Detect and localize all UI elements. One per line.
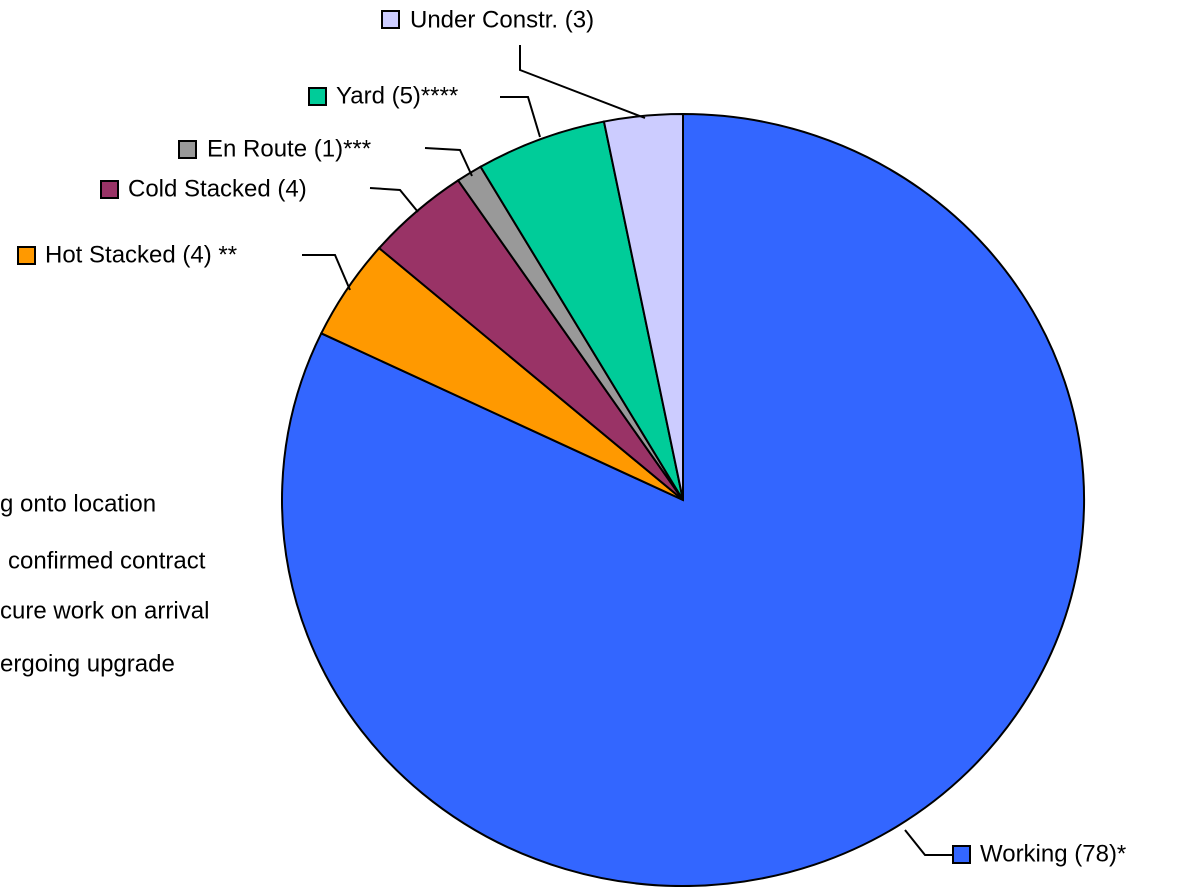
leader-line [424,147,473,177]
footnote: confirmed contract [8,547,206,574]
leader-line [904,829,955,856]
slice-label: En Route (1)*** [207,135,371,162]
slice-label: Yard (5)**** [336,82,458,109]
slice-label: Working (78)* [980,840,1126,867]
footnote: g onto location [0,490,156,517]
legend-swatch [381,10,400,29]
footnote: ergoing upgrade [0,650,175,677]
leader-line [500,96,541,138]
pie-slice [602,112,684,501]
slice-label: Cold Stacked (4) [128,175,307,202]
legend-swatch [100,180,119,199]
legend-swatch [308,87,327,106]
slice-label: Under Constr. (3) [410,6,594,33]
legend-swatch [17,246,36,265]
leader-line [369,187,419,213]
legend-swatch [178,140,197,159]
footnote: cure work on arrival [0,597,209,624]
legend-swatch [952,845,971,864]
slice-label: Hot Stacked (4) ** [45,241,237,268]
leader-line [519,45,646,119]
leader-line [302,254,351,291]
